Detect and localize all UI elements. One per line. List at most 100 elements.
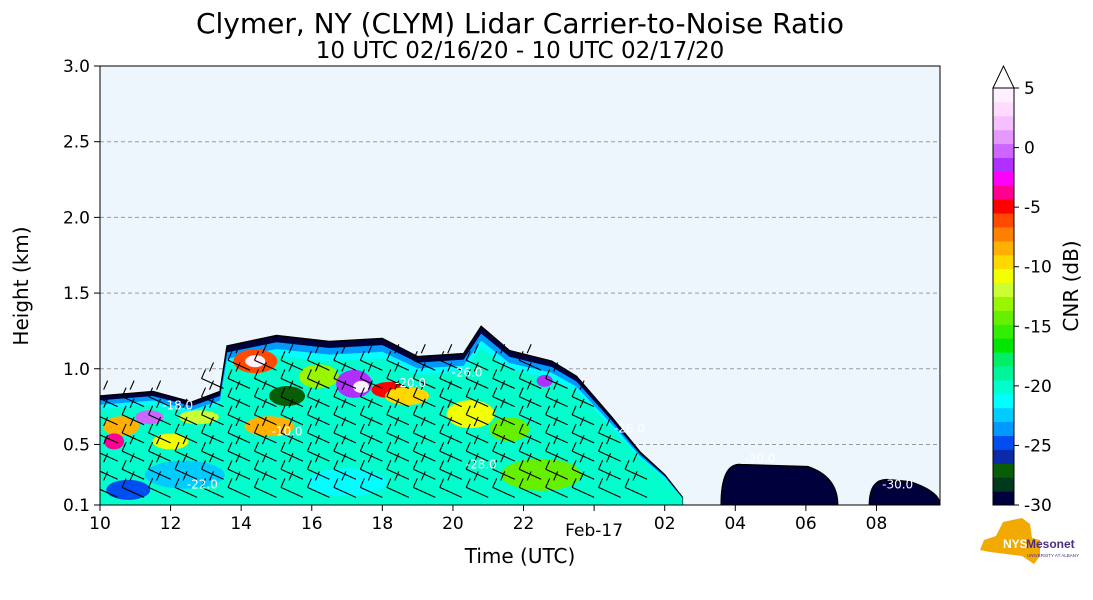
- wind-barb: [121, 471, 145, 498]
- wind-barb: [174, 471, 198, 498]
- contour-label: -30.0: [744, 452, 775, 466]
- wind-barb: [174, 434, 198, 462]
- wind-barb: [333, 434, 357, 462]
- colorbar-segment: [993, 324, 1014, 339]
- contour-label: -18.0: [162, 399, 193, 413]
- colorbar-tick-label: -20: [1024, 377, 1052, 397]
- wind-barb: [465, 344, 489, 371]
- colorbar-segment: [993, 157, 1014, 172]
- wind-barb: [148, 471, 171, 498]
- colorbar-tick-label: -15: [1024, 317, 1052, 337]
- wind-barb: [280, 398, 304, 426]
- colorbar-segment: [993, 129, 1014, 145]
- cnr-patch: [269, 386, 306, 407]
- wind-barb: [439, 344, 462, 371]
- wind-barb: [412, 362, 436, 389]
- cnr-patch: [446, 400, 495, 429]
- wind-barb: [624, 471, 648, 498]
- wind-barb: [306, 471, 330, 498]
- wind-barb: [545, 434, 568, 462]
- logo-nys: NYS: [1003, 537, 1028, 551]
- wind-barb: [518, 453, 542, 480]
- wind-barb: [201, 416, 224, 444]
- wind-barb: [201, 380, 224, 408]
- wind-barb: [518, 380, 542, 408]
- colorbar-segment: [993, 338, 1014, 353]
- wind-barb: [571, 453, 595, 480]
- wind-barb: [359, 416, 383, 444]
- wind-barb: [253, 362, 277, 389]
- wind-barb: [545, 471, 568, 498]
- wind-barb: [465, 471, 489, 498]
- wind-barb: [333, 344, 357, 371]
- colorbar-tick-label: 0: [1024, 139, 1035, 159]
- cnr-patch: [144, 460, 225, 489]
- wind-barb: [412, 344, 436, 371]
- x-tick-label: 14: [230, 514, 252, 534]
- cnr-patch: [489, 417, 530, 442]
- small-cloud: [868, 478, 940, 505]
- colorbar-segment: [993, 449, 1014, 464]
- wind-barb: [333, 362, 357, 389]
- wind-barb: [253, 344, 277, 371]
- wind-barb: [571, 416, 595, 444]
- wind-barb: [280, 344, 304, 371]
- wind-barb: [280, 453, 304, 480]
- wind-barb: [545, 362, 568, 389]
- wind-barb: [412, 398, 436, 426]
- cnr-patch: [298, 364, 339, 389]
- wind-barb: [492, 453, 515, 480]
- wind-barb: [571, 434, 595, 462]
- nys-mesonet-logo: NYS Mesonet UNIVERSITY AT ALBANY: [980, 518, 1079, 564]
- wind-barb: [201, 398, 224, 426]
- colorbar-segment: [993, 296, 1014, 311]
- colorbar-segment: [993, 463, 1014, 478]
- wind-barb: [439, 380, 462, 408]
- y-tick-label: 0.1: [63, 496, 90, 516]
- wind-barb: [465, 398, 489, 426]
- wind-barb: [121, 398, 145, 426]
- wind-barb: [465, 453, 489, 480]
- wind-barb: [359, 434, 383, 462]
- wind-barb: [518, 398, 542, 426]
- wind-barb: [253, 471, 277, 498]
- wind-barb: [227, 416, 251, 444]
- cnr-patch: [501, 458, 582, 491]
- x-tick-label: 10: [89, 514, 111, 534]
- wind-barb: [306, 453, 330, 480]
- x-tick-label: 20: [442, 514, 464, 534]
- colorbar-segment: [993, 435, 1014, 450]
- wind-barb: [100, 398, 118, 426]
- wind-barb: [386, 434, 410, 462]
- logo-text: Mesonet: [1026, 537, 1075, 551]
- colorbar-segment: [993, 227, 1014, 242]
- wind-barb: [386, 416, 410, 444]
- wind-barb: [280, 471, 304, 498]
- wind-barb: [333, 416, 357, 444]
- contour-label: -28.0: [466, 458, 497, 472]
- wind-barb: [253, 434, 277, 462]
- y-tick-label: 2.0: [63, 208, 90, 228]
- wind-barb: [121, 434, 145, 462]
- wind-barb: [439, 398, 462, 426]
- wind-barb: [280, 362, 304, 389]
- wind-barb: [518, 344, 542, 371]
- colorbar-segment: [993, 491, 1014, 506]
- cnr-patch: [353, 380, 370, 393]
- wind-barb: [174, 453, 198, 480]
- small-cloud: [720, 463, 839, 505]
- wind-barb: [439, 471, 462, 498]
- wind-barb: [148, 453, 171, 480]
- wind-barb: [518, 434, 542, 462]
- wind-barb: [518, 471, 542, 498]
- wind-barb: [253, 453, 277, 480]
- x-tick-label: 08: [866, 514, 888, 534]
- contour-label: -20.0: [395, 376, 426, 390]
- date-marker-label: Feb-17: [565, 521, 623, 541]
- wind-barb: [100, 471, 118, 498]
- wind-barb: [386, 344, 410, 371]
- x-tick-label: 18: [372, 514, 394, 534]
- chart-title: Clymer, NY (CLYM) Lidar Carrier-to-Noise…: [196, 7, 844, 40]
- colorbar-segment: [993, 240, 1014, 256]
